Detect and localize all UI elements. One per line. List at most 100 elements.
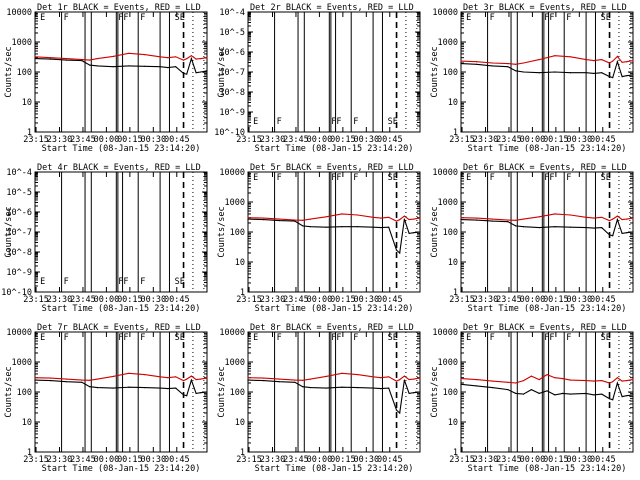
data-point — [585, 72, 587, 74]
data-point — [309, 378, 312, 380]
data-point — [621, 219, 623, 221]
data-point — [380, 377, 382, 379]
panel-title: Det 4r BLACK = Events, RED = LLD — [37, 163, 201, 173]
data-point — [50, 380, 52, 382]
y-tick-label: 10000 — [6, 8, 32, 18]
data-point — [554, 71, 556, 73]
data-point — [206, 391, 208, 393]
data-point — [626, 218, 628, 220]
series-line-lld — [460, 55, 634, 65]
data-point — [81, 60, 83, 62]
y-tick-label: 10^-8 — [6, 248, 32, 258]
y-tick-label: 10000 — [6, 328, 32, 338]
data-point — [65, 58, 67, 60]
data-point — [128, 386, 130, 388]
event-label: E — [466, 333, 471, 343]
x-tick-label: 00:45 — [590, 295, 616, 305]
event-label: F — [64, 333, 69, 343]
data-point — [608, 220, 611, 222]
x-tick-label: 00:00 — [307, 295, 333, 305]
data-point — [403, 215, 405, 217]
y-tick-label: 1000 — [12, 38, 32, 48]
data-point — [159, 376, 161, 378]
data-point — [341, 386, 343, 388]
x-axis-title: Start Time (08-Jan-15 23:14:20) — [468, 464, 627, 474]
data-point — [309, 387, 312, 389]
data-point — [190, 379, 192, 381]
event-label: E — [40, 333, 45, 343]
event-label: F — [64, 277, 69, 287]
data-point — [612, 77, 614, 79]
data-point — [460, 383, 462, 385]
data-point — [182, 72, 185, 74]
data-point — [247, 217, 249, 219]
panel-det-4r: Det 4r BLACK = Events, RED = LLD 10^-10 10… — [1, 163, 208, 314]
data-point — [626, 61, 628, 63]
data-point — [507, 63, 509, 65]
panel-det-8r: Det 8r BLACK = Events, RED = LLD 1 10 100 10… — [217, 323, 421, 474]
data-point — [476, 379, 478, 381]
panel-det-7r: Det 7r BLACK = Events, RED = LLD 1 10 100 10… — [4, 323, 208, 474]
y-tick-label: 10^-7 — [6, 228, 32, 238]
data-point — [632, 379, 634, 381]
data-point — [403, 379, 405, 381]
data-point — [278, 220, 280, 222]
data-point — [96, 378, 99, 380]
data-point — [601, 380, 603, 382]
x-tick-label: 00:45 — [164, 295, 190, 305]
data-point — [399, 412, 401, 414]
data-point — [554, 213, 556, 215]
data-point — [608, 234, 611, 236]
y-axis-title: Counts/sec — [4, 366, 14, 417]
panel-title: Det 8r BLACK = Events, RED = LLD — [250, 323, 414, 333]
y-axis-title: Counts/sec — [430, 46, 440, 97]
panel-title: Det 3r BLACK = Events, RED = LLD — [463, 3, 627, 13]
data-point — [538, 379, 540, 381]
data-point — [380, 388, 382, 390]
data-point — [96, 58, 99, 60]
y-tick-label: 1000 — [12, 358, 32, 368]
data-point — [608, 382, 611, 384]
y-tick-label: 100 — [443, 68, 458, 78]
x-tick-label: 23:30 — [260, 455, 286, 465]
x-tick-label: 23:45 — [70, 295, 96, 305]
data-point — [356, 387, 359, 389]
plot-frame — [247, 171, 421, 293]
y-tick-label: 1000 — [225, 198, 245, 208]
data-point — [621, 76, 623, 78]
data-point — [522, 226, 525, 228]
event-label: SE — [388, 117, 398, 127]
panel-title: Det 5r BLACK = Events, RED = LLD — [250, 163, 414, 173]
data-point — [81, 381, 83, 383]
y-tick-label: 100 — [230, 228, 245, 238]
data-point — [593, 60, 595, 62]
data-point — [616, 215, 619, 217]
data-point — [460, 217, 462, 219]
x-tick-label: 23:30 — [473, 295, 499, 305]
data-point — [247, 379, 249, 381]
data-point — [395, 249, 398, 251]
data-point — [388, 216, 390, 218]
data-point — [593, 227, 595, 229]
x-tick-label: 23:30 — [473, 135, 499, 145]
data-point — [593, 380, 595, 382]
x-tick-label: 00:45 — [377, 135, 403, 145]
series-line-lld — [460, 213, 634, 222]
data-point — [380, 217, 382, 219]
data-point — [507, 381, 509, 383]
x-tick-label: 00:30 — [567, 135, 593, 145]
data-point — [182, 394, 185, 396]
event-label: E — [466, 173, 471, 183]
series-line-lld — [460, 373, 634, 384]
data-point — [491, 387, 493, 389]
data-point — [612, 399, 614, 401]
data-point — [372, 376, 374, 378]
x-tick-label: 00:45 — [164, 135, 190, 145]
data-point — [372, 216, 374, 218]
data-point — [419, 231, 421, 233]
y-tick-label: 10^-10 — [214, 128, 245, 138]
data-point — [112, 375, 114, 377]
event-label: F — [140, 13, 145, 23]
data-point — [554, 377, 556, 379]
x-tick-label: 23:45 — [283, 455, 309, 465]
